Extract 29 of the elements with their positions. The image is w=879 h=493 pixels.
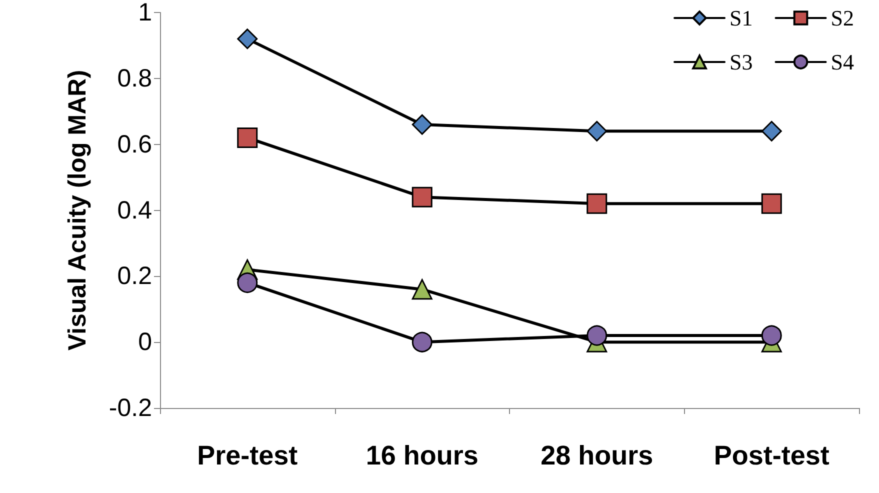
point xyxy=(412,279,432,300)
y-tick-label: 0.4 xyxy=(117,196,152,224)
x-tick-label: Pre-test xyxy=(197,440,298,470)
point xyxy=(761,193,782,214)
point xyxy=(761,120,782,142)
point xyxy=(237,272,258,294)
y-tick-label: 0.2 xyxy=(117,262,152,290)
y-tick-label: 0.8 xyxy=(117,64,152,92)
legend-label: S4 xyxy=(830,50,854,74)
point xyxy=(412,332,432,352)
point xyxy=(412,114,432,135)
point xyxy=(586,193,608,214)
point xyxy=(586,325,608,346)
y-tick-label: 0.6 xyxy=(117,130,152,158)
legend-label: S1 xyxy=(730,6,753,30)
y-tick-label: 1 xyxy=(138,0,152,26)
legend-label: S2 xyxy=(830,6,854,30)
point xyxy=(761,325,782,346)
point xyxy=(412,186,432,208)
x-tick-label: 28 hours xyxy=(540,440,654,470)
y-axis-title: Visual Acuity (log MAR) xyxy=(64,70,92,351)
y-tick-label: -0.2 xyxy=(108,394,152,422)
point xyxy=(237,28,258,50)
legend-label: S3 xyxy=(730,50,753,74)
point xyxy=(586,120,608,142)
point xyxy=(237,127,258,148)
y-tick-label: 0 xyxy=(138,328,152,356)
x-tick-label: Post-test xyxy=(714,440,830,470)
x-tick-label: 16 hours xyxy=(366,440,478,470)
